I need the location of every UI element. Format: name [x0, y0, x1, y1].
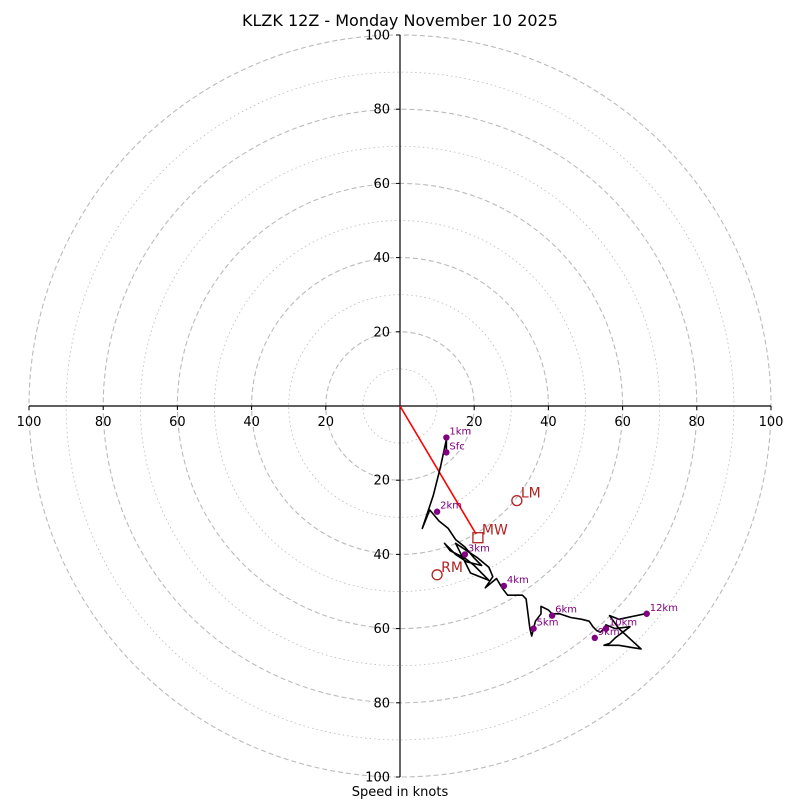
height-label-2km: 2km	[440, 501, 462, 512]
mw-marker	[472, 532, 484, 544]
chart-title: KLZK 12Z - Monday November 10 2025	[242, 11, 558, 30]
mean-wind-vector	[399, 405, 477, 535]
x-tick-label: 20	[466, 415, 483, 430]
x-tick-label: 80	[689, 415, 706, 430]
height-point-3km	[461, 551, 469, 558]
x-tick-label: 40	[243, 415, 260, 430]
x-tick-label: 60	[169, 415, 186, 430]
mean-wind-vector-group	[399, 405, 477, 535]
height-point-4km	[500, 582, 508, 590]
height-point-6km	[548, 612, 556, 619]
hodograph-trace	[421, 438, 646, 650]
x-tick-label: 100	[17, 415, 42, 430]
y-tick-label: 80	[373, 103, 390, 118]
height-label-Sfc: Sfc	[449, 441, 464, 452]
hodograph-trace-group	[421, 438, 646, 650]
x-tick-label: 80	[95, 415, 112, 430]
height-point-9km	[591, 634, 598, 642]
height-label-10km: 10km	[609, 618, 637, 629]
x-tick-label: 20	[318, 415, 335, 430]
height-point-Sfc	[443, 449, 450, 456]
y-tick-label: 100	[365, 771, 390, 786]
x-axis-label: Speed in knots	[352, 785, 449, 800]
y-tick-label: 60	[373, 622, 390, 637]
height-label-5km: 5km	[537, 618, 559, 629]
y-tick-label: 100	[365, 29, 390, 44]
rm-marker	[431, 569, 443, 581]
height-point-10km	[602, 625, 610, 632]
height-label-12km: 12km	[650, 603, 678, 614]
x-tick-label: 100	[759, 415, 784, 430]
storm-motion-group: MW RM LM	[431, 486, 541, 581]
height-label-4km: 4km	[507, 575, 529, 586]
lm-label: LM	[521, 486, 541, 502]
axis-ticks: 100 80 60 40 20 20 40 60 80 100 100 80 60 40 20 20 40 60 8…	[17, 29, 784, 786]
rm-label: RM	[441, 560, 463, 576]
y-tick-label: 80	[373, 696, 390, 711]
height-point-12km	[643, 610, 650, 617]
x-tick-label: 60	[614, 415, 631, 430]
y-tick-label: 20	[373, 325, 390, 340]
height-label-9km: 9km	[598, 627, 620, 638]
y-tick-label: 60	[373, 177, 390, 192]
lm-marker	[511, 494, 523, 507]
height-label-6km: 6km	[555, 605, 577, 616]
height-label-1km: 1km	[449, 427, 471, 438]
x-tick-label: 40	[540, 415, 557, 430]
height-point-5km	[530, 625, 537, 632]
height-point-2km	[433, 508, 441, 515]
y-tick-label: 40	[373, 251, 390, 266]
y-tick-label: 20	[373, 474, 390, 489]
y-tick-label: 40	[373, 548, 390, 563]
mw-label: MW	[482, 523, 508, 539]
height-label-3km: 3km	[468, 543, 490, 554]
height-point-1km	[443, 434, 450, 441]
